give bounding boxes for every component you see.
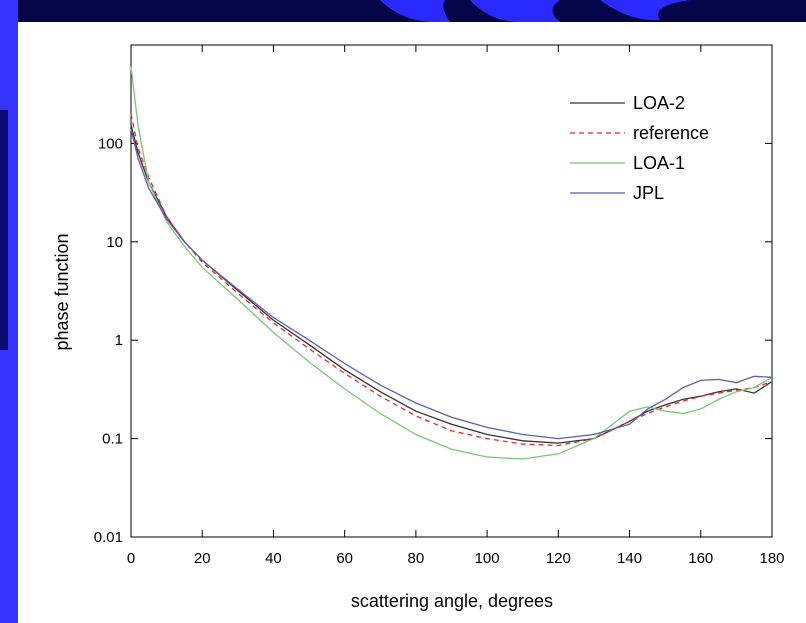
legend-text: LOA-2	[633, 93, 685, 113]
x-tick-label: 60	[336, 550, 353, 567]
y-tick-label: 100	[98, 135, 123, 152]
x-tick-label: 140	[617, 550, 642, 567]
legend-text: reference	[633, 123, 709, 143]
x-tick-label: 120	[546, 550, 571, 567]
y-tick-label: 10	[106, 234, 123, 251]
series-line	[130, 128, 773, 440]
x-axis-label: scattering angle, degrees	[351, 591, 553, 611]
x-tick-label: 100	[475, 550, 500, 567]
y-tick-label: 1	[115, 332, 123, 349]
x-tick-label: 180	[759, 550, 784, 567]
x-tick-label: 160	[688, 550, 713, 567]
plot-frame	[130, 44, 773, 538]
legend-text: JPL	[633, 183, 664, 203]
x-tick-label: 0	[127, 550, 135, 567]
x-tick-label: 20	[194, 550, 211, 567]
y-axis-label: phase function	[52, 233, 72, 350]
y-tick-label: 0.01	[94, 529, 123, 546]
plot-area: 0 20 40 60 80 100 120 140 160 180 0.01 0.1 1 10 100 LOA…	[94, 44, 785, 567]
x-tick-label: 40	[265, 550, 282, 567]
slide-strip-shade	[0, 110, 8, 350]
y-tick-label: 0.1	[102, 431, 123, 448]
x-tick-label: 80	[408, 550, 425, 567]
series-line	[130, 66, 773, 460]
legend-text: LOA-1	[633, 153, 685, 173]
slide-decoration	[380, 0, 690, 22]
